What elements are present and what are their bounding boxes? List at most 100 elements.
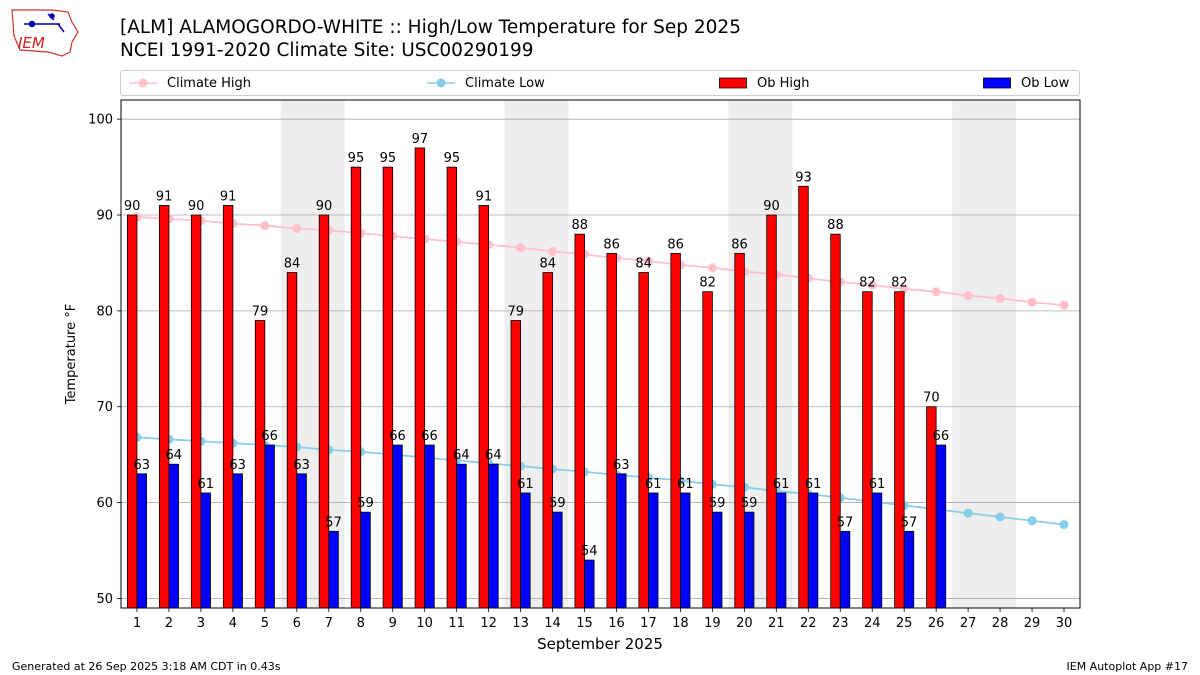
ob-low-label-7: 57: [325, 515, 342, 530]
ob-low-bar-17: [648, 492, 659, 609]
y-tick-label-80: 80: [96, 304, 113, 319]
climate-low-point-29: [1027, 516, 1037, 526]
x-tick-label-6: 6: [293, 616, 301, 631]
x-tick-label-13: 13: [512, 616, 529, 631]
ob-low-bar-23: [839, 530, 851, 609]
ob-high-bar-21: [766, 214, 777, 609]
y-tick-label-50: 50: [96, 592, 113, 607]
x-tick-label-19: 19: [704, 616, 721, 631]
ob-high-label-11: 95: [444, 151, 461, 166]
climate-high-point-19: [707, 263, 717, 273]
ob-low-bar-1: [136, 473, 147, 609]
ob-low-label-19: 59: [709, 496, 726, 511]
ob-low-label-22: 61: [805, 477, 822, 492]
ob-low-label-26: 66: [933, 429, 950, 444]
x-tick-label-11: 11: [448, 616, 465, 631]
legend-climate-low-symbol: [427, 78, 455, 88]
ob-low-bar-10: [424, 444, 435, 609]
ob-low-bar-4: [232, 473, 243, 609]
ob-high-label-13: 79: [508, 304, 525, 319]
ob-high-bar-4: [222, 205, 234, 609]
climate-high-line: [136, 216, 1065, 307]
legend-ob-high: Ob High: [719, 71, 810, 95]
ob-high-bar-14: [542, 272, 553, 609]
ob-low-label-21: 61: [773, 477, 790, 492]
legend-ob-low: Ob Low: [983, 71, 1069, 95]
logo-text: IEM: [18, 34, 45, 52]
ob-low-label-11: 64: [453, 448, 470, 463]
x-tick-label-25: 25: [896, 616, 913, 631]
iem-logo: IEM: [11, 9, 79, 57]
ob-high-label-21: 90: [763, 199, 780, 214]
ob-high-label-5: 79: [252, 304, 269, 319]
ob-high-bar-20: [734, 252, 745, 609]
plot-frame: [120, 99, 1081, 609]
ob-low-label-17: 61: [645, 477, 662, 492]
ob-high-bar-8: [350, 166, 362, 609]
bar-value-labels: 90 91 90 91 79 84 90 95 95 97 95 91 79 84 88 86 84 86 82 86…: [124, 132, 949, 559]
x-tick-label-21: 21: [768, 616, 785, 631]
x-tick-label-14: 14: [544, 616, 561, 631]
ob-low-bar-13: [520, 492, 531, 609]
ob-high-label-24: 82: [859, 276, 876, 291]
ob-high-bar-17: [638, 272, 649, 609]
legend-climate-high: Climate High: [129, 71, 251, 95]
ob-low-bar-19: [711, 511, 723, 609]
ob-high-label-4: 91: [220, 189, 237, 204]
legend-ob-high-label: Ob High: [757, 75, 810, 91]
ob-low-bar-6: [296, 473, 307, 609]
ob-high-bar-18: [670, 252, 681, 609]
ob-high-label-1: 90: [124, 199, 141, 214]
y-tick-label-60: 60: [96, 496, 113, 511]
ob-high-label-22: 93: [795, 170, 812, 185]
legend-ob-high-symbol: [719, 77, 747, 89]
x-tick-label-30: 30: [1056, 616, 1073, 631]
ob-high-bar-9: [382, 166, 394, 609]
ob-low-label-18: 61: [677, 477, 694, 492]
x-tick-label-17: 17: [640, 616, 657, 631]
generated-timestamp: Generated at 26 Sep 2025 3:18 AM CDT in …: [12, 660, 281, 673]
ob-low-bar-26: [935, 444, 947, 609]
ob-high-bar-13: [510, 320, 521, 609]
ob-low-label-9: 66: [389, 429, 406, 444]
ob-low-label-5: 66: [261, 429, 278, 444]
x-tick-label-12: 12: [480, 616, 497, 631]
ob-low-bar-15: [584, 559, 595, 609]
x-tick-label-2: 2: [165, 616, 173, 631]
ob-low-bar-9: [392, 444, 403, 609]
x-tick-label-5: 5: [261, 616, 269, 631]
climate-high-point-27: [963, 291, 973, 301]
x-tick-label-26: 26: [928, 616, 945, 631]
ob-high-bar-24: [862, 291, 873, 609]
ob-high-label-16: 86: [603, 237, 620, 252]
ob-high-label-15: 88: [571, 218, 588, 233]
x-tick-label-8: 8: [357, 616, 365, 631]
ob-high-label-9: 95: [380, 151, 397, 166]
ob-low-label-4: 63: [229, 458, 246, 473]
ob-low-label-3: 61: [197, 477, 214, 492]
ob-low-bar-14: [552, 511, 563, 609]
ob-low-bar-5: [264, 444, 275, 609]
ob-high-label-19: 82: [699, 276, 716, 291]
ob-high-bar-23: [830, 233, 841, 609]
ob-low-label-15: 54: [581, 544, 598, 559]
ob-high-label-18: 86: [667, 237, 684, 252]
ob-low-bar-20: [743, 511, 755, 609]
weekend-band-27-28: [952, 100, 1017, 608]
climate-high-point-26: [931, 287, 941, 297]
climate-high-point-5: [260, 221, 270, 231]
ob-high-bar-19: [702, 291, 713, 609]
ob-low-label-1: 63: [134, 458, 151, 473]
x-tick-label-7: 7: [325, 616, 333, 631]
ob-low-bar-8: [360, 511, 371, 609]
ob-low-bar-7: [328, 530, 339, 609]
legend: Climate High Climate Low Ob High Ob Low: [120, 70, 1080, 96]
x-tick-label-24: 24: [864, 616, 881, 631]
ob-high-label-7: 90: [316, 199, 333, 214]
ob-high-label-14: 84: [539, 257, 556, 272]
ob-low-bar-3: [200, 492, 211, 609]
legend-ob-low-symbol: [983, 77, 1011, 89]
ob-low-bar-22: [807, 492, 819, 609]
climate-high-point-17: [643, 256, 653, 266]
